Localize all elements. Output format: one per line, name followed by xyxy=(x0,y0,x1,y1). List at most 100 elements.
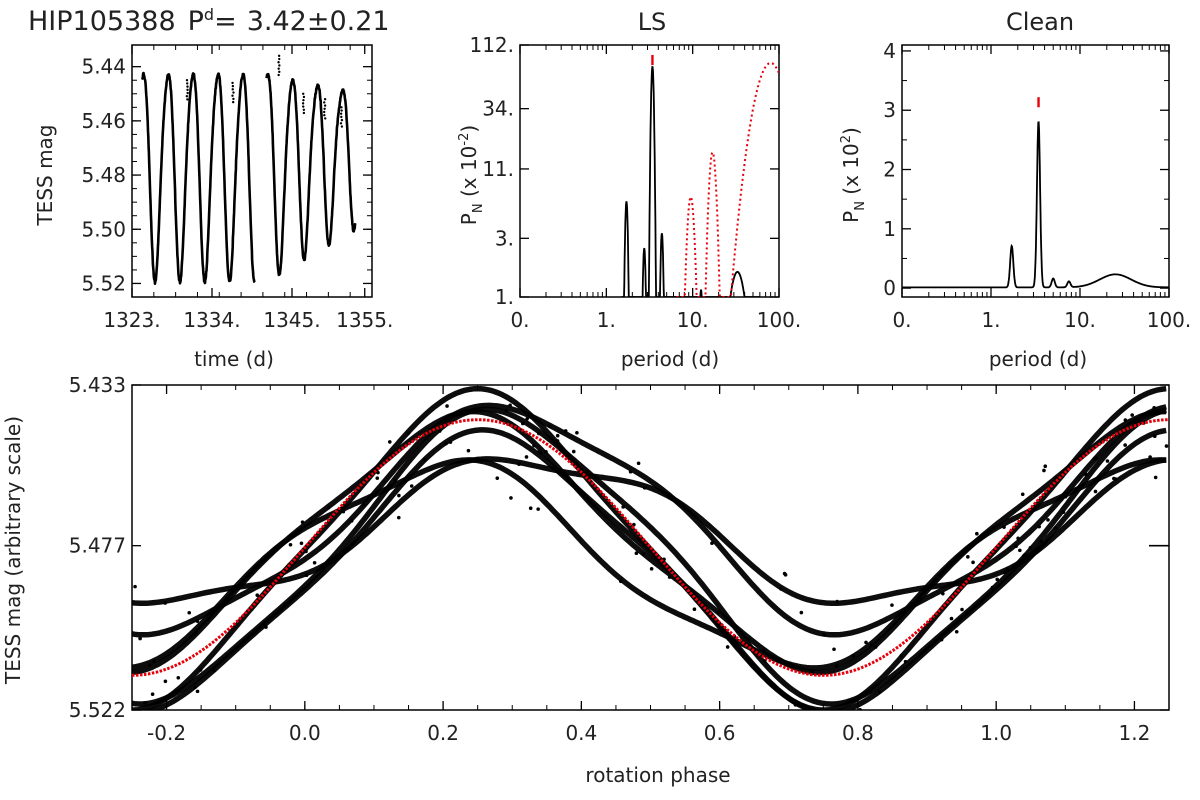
ph-data-point xyxy=(1130,413,1134,417)
lc-flare-point xyxy=(302,92,305,95)
ph-data-point xyxy=(1061,510,1066,514)
ph-data-point xyxy=(163,601,167,605)
ph-data-point xyxy=(341,509,346,514)
ph-data-point xyxy=(195,689,200,694)
ph-data-point xyxy=(975,531,979,536)
ph-cycle-band xyxy=(132,456,1167,606)
ph-data-point xyxy=(508,403,512,408)
lc-ytick-label: 5.44 xyxy=(81,55,126,79)
cl-ytick-label: 0 xyxy=(883,276,896,300)
lc-flare-point xyxy=(186,98,189,101)
ph-data-point xyxy=(312,560,317,565)
ls-ytick-label: 34. xyxy=(482,97,514,121)
ph-data-point xyxy=(538,451,543,455)
ph-data-point xyxy=(1113,477,1118,481)
ph-data-point xyxy=(1105,459,1110,463)
ph-data-point xyxy=(966,555,970,559)
ph-data-point xyxy=(869,643,874,647)
ph-data-point xyxy=(349,519,354,523)
ph-data-point xyxy=(810,669,814,674)
ph-data-point xyxy=(746,637,751,641)
ph-data-point xyxy=(903,659,908,664)
lc-plot-frame xyxy=(131,44,373,298)
ph-data-point xyxy=(206,616,211,621)
ph-data-point xyxy=(288,542,293,547)
phased-ylabel: TESS mag (arbitrary scale) xyxy=(1,416,25,685)
ph-data-point xyxy=(1042,468,1046,473)
lc-flare-point xyxy=(232,97,235,101)
ls-xtick-label: 1. xyxy=(597,308,616,332)
ph-data-point xyxy=(636,461,641,466)
ph-data-point xyxy=(1016,536,1020,541)
ph-data-point xyxy=(1152,405,1156,410)
cl-ytick-label: 2 xyxy=(883,158,896,182)
ls-ytick-label: 11. xyxy=(482,157,514,181)
ph-ytick-label: 5.477 xyxy=(69,534,126,558)
ph-data-point xyxy=(547,424,552,428)
cl-xtick-label: 1. xyxy=(981,308,1000,332)
ph-data-point xyxy=(444,441,448,446)
ph-data-point xyxy=(667,569,672,574)
ph-data-point xyxy=(376,470,380,475)
ph-data-point xyxy=(868,690,873,694)
lc-flare-point xyxy=(277,73,280,77)
ph-cycle-band xyxy=(132,402,1167,638)
ph-data-point xyxy=(509,496,513,500)
ph-data-point xyxy=(555,439,560,443)
ph-data-point xyxy=(194,630,198,635)
ls-ytick-label: 1. xyxy=(495,285,514,309)
ph-data-point xyxy=(1152,434,1157,439)
ph-data-point xyxy=(835,599,840,604)
lc-xtick-label: 1345. xyxy=(263,308,320,332)
ph-xtick-label: 1.2 xyxy=(1119,721,1151,745)
ls-ytick-label: 3. xyxy=(495,226,514,250)
ph-data-point xyxy=(710,541,714,546)
lc-flare-point xyxy=(231,94,234,97)
period-label: P xyxy=(188,6,204,37)
ph-data-point xyxy=(779,587,783,591)
phased-panel: TESS mag (arbitrary scale) rotation phas… xyxy=(1,373,1170,787)
ph-data-point xyxy=(495,476,500,480)
lc-flare-point xyxy=(277,61,280,64)
lc-flare-point xyxy=(231,84,235,88)
lc-flare-point xyxy=(302,108,306,111)
period-equals: = xyxy=(214,6,237,37)
ph-data-point xyxy=(949,616,954,621)
lc-flare-point xyxy=(302,95,306,99)
ph-ytick-label: 5.433 xyxy=(69,373,126,397)
ph-data-point xyxy=(762,648,766,653)
ph-data-point xyxy=(525,416,529,421)
ph-data-point xyxy=(716,610,721,615)
ph-data-point xyxy=(437,429,442,433)
ph-data-point xyxy=(409,484,414,488)
lc-flare-point xyxy=(323,107,326,110)
ph-data-point xyxy=(163,679,168,684)
ph-data-point xyxy=(143,701,147,705)
lc-flare xyxy=(322,97,327,120)
ph-xtick-label: 0.4 xyxy=(565,721,597,745)
ph-data-point xyxy=(732,640,737,645)
lc-flare-point xyxy=(185,79,189,82)
clean-ylabel: PN (x 102) xyxy=(839,127,868,223)
ph-data-point xyxy=(536,431,541,436)
ph-data-point xyxy=(528,506,533,511)
ph-data-point xyxy=(264,625,268,629)
ph-data-point xyxy=(941,591,945,596)
lc-ylabel: TESS mag xyxy=(33,124,57,226)
ph-data-point xyxy=(864,640,868,645)
lc-flare-point xyxy=(232,91,235,94)
ph-data-point xyxy=(300,520,305,524)
ph-data-point xyxy=(632,522,636,527)
lc-xtick-label: 1323. xyxy=(103,308,160,332)
ph-data-point xyxy=(762,659,767,663)
ph-data-point xyxy=(899,653,904,658)
lc-flare xyxy=(339,106,344,128)
ph-data-point xyxy=(1148,455,1152,459)
cl-ytick-label: 1 xyxy=(883,217,896,241)
lc-ytick-label: 5.48 xyxy=(81,163,126,187)
lc-flare-point xyxy=(231,88,234,91)
lc-flare-point xyxy=(340,109,343,112)
ph-data-point xyxy=(1094,456,1099,461)
ph-xtick-label: 0.2 xyxy=(427,721,459,745)
lc-ytick-label: 5.50 xyxy=(81,217,126,241)
